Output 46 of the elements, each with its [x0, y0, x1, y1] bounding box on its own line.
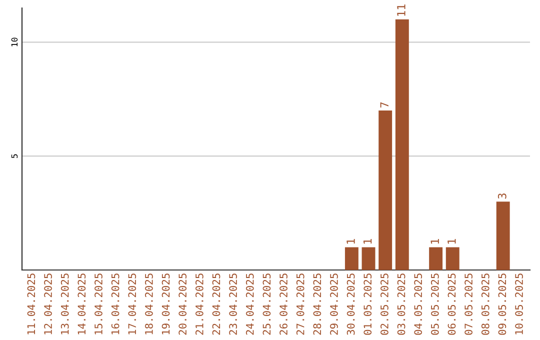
x-tick-label: 09.05.2025 — [498, 274, 506, 335]
bar — [429, 247, 443, 270]
x-tick-label: 30.04.2025 — [346, 274, 355, 335]
x-tick-label: 02.05.2025 — [380, 274, 388, 335]
y-tick-label: 10 — [11, 38, 18, 46]
y-tick-label: 5 — [11, 154, 18, 158]
x-tick-label: 26.04.2025 — [280, 274, 288, 335]
x-tick-label: 27.04.2025 — [296, 274, 304, 335]
bar — [378, 110, 392, 270]
data-label: 3 — [498, 194, 506, 199]
data-label: 1 — [364, 239, 372, 244]
x-tick-label: 15.04.2025 — [94, 274, 102, 334]
data-label: 7 — [380, 102, 388, 108]
data-label: 1 — [430, 239, 439, 244]
x-tick-label: 19.04.2025 — [162, 274, 170, 334]
x-tick-label: 10.05.2025 — [515, 274, 523, 334]
x-tick-label: 07.05.2025 — [464, 274, 472, 335]
x-tick-label: 11.04.2025 — [27, 274, 36, 334]
x-tick-label: 14.04.2025 — [78, 274, 86, 334]
x-tick-label: 17.04.2025 — [128, 274, 136, 334]
data-label: 11 — [397, 4, 406, 16]
bar — [344, 247, 358, 270]
x-tick-label: 03.05.2025 — [397, 274, 406, 335]
x-tick-label: 16.04.2025 — [111, 274, 120, 334]
x-tick-label: 04.05.2025 — [414, 274, 422, 335]
x-tick-label: 13.04.2025 — [60, 274, 69, 334]
data-label: 1 — [448, 239, 456, 244]
bar — [362, 247, 376, 270]
x-tick-label: 29.04.2025 — [330, 274, 338, 335]
x-tick-label: 18.04.2025 — [145, 274, 153, 334]
x-tick-label: 21.04.2025 — [195, 274, 204, 335]
bar — [395, 19, 409, 270]
x-tick-label: 05.05.2025 — [430, 274, 439, 335]
x-tick-label: 01.05.2025 — [364, 274, 372, 335]
x-tick-label: 08.05.2025 — [481, 274, 490, 335]
x-tick-label: 06.05.2025 — [448, 274, 456, 335]
x-tick-label: 20.04.2025 — [178, 274, 187, 335]
x-tick-label: 22.04.2025 — [212, 274, 220, 335]
data-label: 1 — [346, 239, 355, 244]
bar — [496, 202, 510, 270]
x-tick-label: 28.04.2025 — [313, 274, 322, 335]
x-tick-label: 12.04.2025 — [44, 274, 52, 334]
x-tick-label: 24.04.2025 — [246, 274, 254, 335]
x-tick-label: 25.04.2025 — [262, 274, 271, 335]
x-tick-label: 23.04.2025 — [229, 274, 237, 335]
bar — [446, 247, 460, 270]
